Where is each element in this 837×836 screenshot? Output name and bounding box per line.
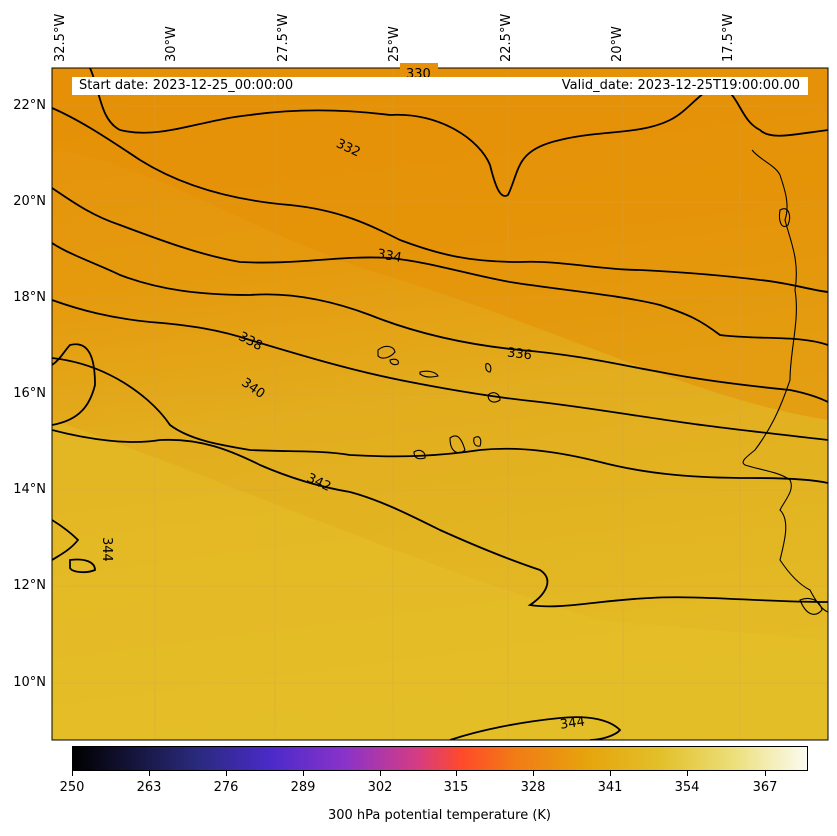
colorbar-tick <box>380 771 381 776</box>
colorbar-tick-label: 328 <box>520 780 546 795</box>
contour-lines <box>52 68 828 740</box>
colorbar-tick <box>610 771 611 776</box>
colorbar-tick <box>226 771 227 776</box>
contour-label-344-west: 344 <box>99 537 114 562</box>
lon-label: 25°W <box>387 26 402 62</box>
lat-label: 22°N <box>13 98 46 113</box>
islands-east <box>778 208 791 228</box>
colorbar-tick <box>687 771 688 776</box>
lat-label: 14°N <box>13 482 46 497</box>
lon-label: 27.5°W <box>276 13 291 62</box>
colorbar-tick-label: 302 <box>367 780 393 795</box>
contour-west-loop <box>52 343 96 426</box>
cape-verde-2 <box>389 358 399 366</box>
contour-label-344-south: 344 <box>559 714 586 732</box>
contour-344-loop <box>69 558 96 574</box>
lat-label: 16°N <box>13 386 46 401</box>
colorbar-tick-label: 315 <box>443 780 469 795</box>
bissagos <box>799 597 823 615</box>
field-shading-south <box>52 420 828 740</box>
cape-verde-3 <box>419 370 439 378</box>
colorbar-tick-label: 263 <box>136 780 162 795</box>
contour-label-336: 336 <box>506 345 532 363</box>
map-frame <box>51 67 829 741</box>
colorbar-tick-label: 250 <box>59 780 85 795</box>
lon-label: 32.5°W <box>53 13 68 62</box>
colorbar-tick-label: 367 <box>752 780 778 795</box>
colorbar-tick <box>765 771 766 776</box>
colorbar <box>72 746 808 771</box>
lat-label: 10°N <box>13 675 46 690</box>
colorbar-tick <box>72 771 73 776</box>
lat-label: 12°N <box>13 578 46 593</box>
gridlines <box>52 68 828 740</box>
colorbar-tick-label: 289 <box>290 780 316 795</box>
valid-date: Valid_date: 2023-12-25T19:00:00.00 <box>561 78 800 93</box>
colorbar-tick-label: 341 <box>597 780 623 795</box>
african-coast <box>742 149 828 613</box>
cape-verde-7 <box>473 436 482 447</box>
contour-334 <box>52 187 828 346</box>
lon-label: 17.5°W <box>721 13 736 62</box>
contour-344-west <box>52 519 80 561</box>
colorbar-tick <box>303 771 304 776</box>
cape-verde-4 <box>485 363 492 373</box>
contour-340 <box>52 357 828 484</box>
lon-label: 20°W <box>610 26 625 62</box>
lon-label: 22.5°W <box>499 13 514 62</box>
cape-verde-5 <box>487 392 501 403</box>
colorbar-tick <box>456 771 457 776</box>
cape-verde-1 <box>377 345 396 359</box>
lon-label: 30°W <box>164 26 179 62</box>
cape-verde-8 <box>413 449 426 460</box>
start-date: Start date: 2023-12-25_00:00:00 <box>79 78 294 93</box>
contour-344-south <box>449 716 622 740</box>
lat-label: 20°N <box>13 194 46 209</box>
contour-336 <box>52 242 828 403</box>
field-shading-north <box>52 68 828 420</box>
cape-verde-6 <box>449 435 466 454</box>
contour-342 <box>52 429 828 608</box>
date-header: Start date: 2023-12-25_00:00:00 Valid_da… <box>72 77 808 95</box>
contour-338 <box>52 299 828 441</box>
coastlines <box>377 149 828 615</box>
colorbar-tick <box>149 771 150 776</box>
colorbar-title: 300 hPa potential temperature (K) <box>327 808 551 823</box>
colorbar-tick <box>533 771 534 776</box>
colorbar-tick-label: 354 <box>674 780 700 795</box>
colorbar-tick-label: 276 <box>213 780 239 795</box>
contour-label-334: 334 <box>376 247 403 266</box>
lat-label: 18°N <box>13 290 46 305</box>
contour-332 <box>52 107 828 293</box>
